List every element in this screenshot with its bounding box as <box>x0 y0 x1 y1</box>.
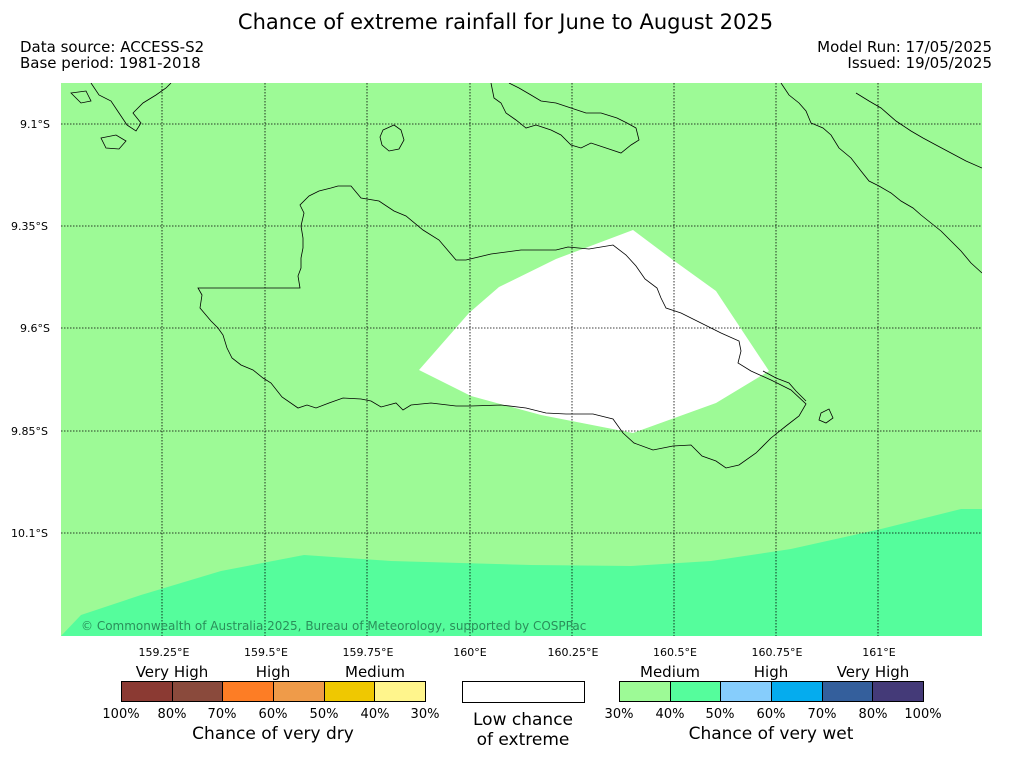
wet-swatch <box>670 682 722 701</box>
dry-percent-label: 30% <box>410 707 440 722</box>
dry-percent-label: 60% <box>258 707 288 722</box>
dry-swatch <box>324 682 376 701</box>
lat-label: 9.85°S <box>11 425 48 438</box>
lat-label: 9.35°S <box>11 220 48 233</box>
dry-percent-label: 100% <box>102 707 140 722</box>
dry-colorbar <box>121 681 426 702</box>
chart-title: Chance of extreme rainfall for June to A… <box>237 10 774 34</box>
lon-label: 160.25°E <box>547 646 599 659</box>
wet-swatch <box>620 682 671 701</box>
lat-label: 10.1°S <box>11 527 48 540</box>
low-chance-line: Low chance <box>473 710 573 730</box>
lon-label: 160.75°E <box>751 646 803 659</box>
lat-label: 9.1°S <box>20 118 50 131</box>
data-source-text: Data source: ACCESS-S2 <box>20 38 205 56</box>
wet-percent-label: 30% <box>604 707 634 722</box>
model-run-text: Model Run: 17/05/2025 <box>817 38 992 56</box>
issued-text: Issued: 19/05/2025 <box>847 54 992 72</box>
wet-percent-label: 50% <box>705 707 735 722</box>
wet-category-label: Medium <box>640 663 700 681</box>
wet-caption: Chance of very wet <box>688 724 854 744</box>
lat-label: 9.6°S <box>20 322 50 335</box>
forecast-map <box>61 83 982 636</box>
low-chance-line: of extreme <box>476 730 570 750</box>
low-chance-swatch <box>462 681 585 703</box>
wet-percent-label: 70% <box>807 707 837 722</box>
graticule <box>61 83 982 636</box>
lon-label: 161°E <box>862 646 896 659</box>
low-chance-region <box>419 230 769 433</box>
dry-category-label: Very High <box>135 663 209 681</box>
base-period-text: Base period: 1981-2018 <box>20 54 201 72</box>
copyright-text: © Commonwealth of Australia 2025, Bureau… <box>81 619 587 633</box>
lon-label: 159.5°E <box>244 646 288 659</box>
dry-percent-label: 70% <box>207 707 237 722</box>
dry-swatch <box>122 682 173 701</box>
dry-category-label: Medium <box>345 663 405 681</box>
wet-category-label: Very High <box>836 663 910 681</box>
wet-swatch <box>721 682 773 701</box>
wet-percent-label: 80% <box>858 707 888 722</box>
wet-swatch <box>772 682 823 701</box>
wet-percent-label: 100% <box>904 707 942 722</box>
dry-percent-label: 40% <box>360 707 390 722</box>
lon-label: 160.5°E <box>653 646 697 659</box>
dry-swatch <box>375 682 426 701</box>
dry-swatch <box>274 682 325 701</box>
dry-swatch <box>223 682 275 701</box>
lon-label: 159.25°E <box>138 646 190 659</box>
high-wet-region <box>61 509 982 636</box>
coastline <box>70 83 982 469</box>
dry-percent-label: 80% <box>157 707 187 722</box>
dry-swatch <box>172 682 224 701</box>
dry-category-label: High <box>255 663 291 681</box>
wet-swatch <box>873 682 924 701</box>
wet-colorbar <box>619 681 924 702</box>
wet-percent-label: 40% <box>655 707 685 722</box>
wet-percent-label: 60% <box>756 707 786 722</box>
low-chance-caption: Low chance of extreme <box>443 710 603 750</box>
lon-label: 160°E <box>453 646 487 659</box>
wet-category-label: High <box>753 663 789 681</box>
wet-swatch <box>822 682 874 701</box>
dry-caption: Chance of very dry <box>192 724 354 744</box>
dry-percent-label: 50% <box>309 707 339 722</box>
lon-label: 159.75°E <box>342 646 394 659</box>
